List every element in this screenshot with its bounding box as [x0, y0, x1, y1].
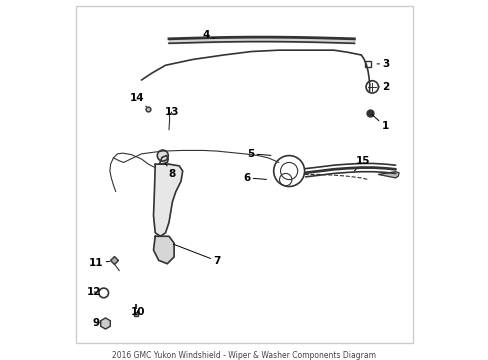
Text: 15: 15 — [354, 156, 369, 171]
Text: 11: 11 — [89, 258, 109, 268]
Text: 7: 7 — [173, 244, 220, 266]
Text: 8: 8 — [165, 163, 176, 179]
Polygon shape — [159, 156, 168, 164]
Polygon shape — [378, 172, 398, 178]
Text: 3: 3 — [376, 59, 389, 69]
Text: 6: 6 — [243, 173, 266, 183]
Text: 10: 10 — [131, 307, 145, 318]
Text: 2: 2 — [379, 82, 389, 92]
Text: 14: 14 — [130, 93, 146, 107]
Polygon shape — [153, 164, 183, 236]
Text: 12: 12 — [87, 287, 101, 297]
Text: 4: 4 — [202, 30, 214, 40]
Text: 13: 13 — [164, 107, 179, 117]
Text: 2016 GMC Yukon Windshield - Wiper & Washer Components Diagram: 2016 GMC Yukon Windshield - Wiper & Wash… — [112, 351, 376, 360]
Text: 5: 5 — [246, 149, 270, 159]
Circle shape — [157, 150, 168, 161]
Text: 9: 9 — [92, 318, 100, 328]
Text: 1: 1 — [371, 114, 388, 131]
Polygon shape — [153, 236, 174, 264]
